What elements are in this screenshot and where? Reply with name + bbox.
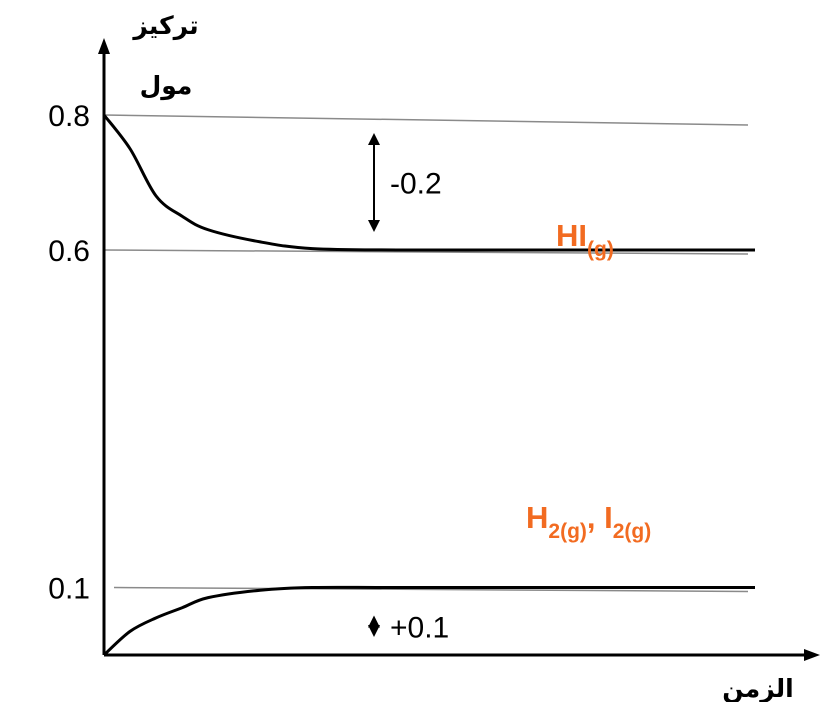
series-label-hi-sub: (g) <box>587 238 614 261</box>
series-label-i2-sub: 2(g) <box>613 520 652 543</box>
series-label-h2-i2: H2(g), I2(g) <box>526 500 651 543</box>
delta-label: +0.1 <box>390 611 449 644</box>
reference-line <box>113 586 749 593</box>
series-lines <box>102 114 755 657</box>
y-tick-label: 0.1 <box>48 573 90 606</box>
x-axis-arrow-icon <box>804 649 820 661</box>
arrow-up-icon <box>368 615 380 628</box>
y-tick-labels: 0.8 0.6 0.1 <box>48 100 90 606</box>
series-line-hi <box>102 114 755 252</box>
x-axis-label: الزمن <box>722 674 793 702</box>
arrow-up-icon <box>368 133 380 145</box>
series-label-hi-main: HI <box>556 218 587 253</box>
y-axis-arrow-icon <box>98 38 110 54</box>
series-label-i2-main: , I <box>587 500 613 535</box>
series-line-h2-i2 <box>102 585 755 657</box>
y-tick-label: 0.8 <box>48 100 90 133</box>
delta-annotations: -0.2 +0.1 <box>368 133 449 644</box>
y-axis-label-line2: مول <box>140 71 193 101</box>
reference-line <box>103 249 749 255</box>
delta-label: -0.2 <box>390 168 442 201</box>
y-tick-label: 0.6 <box>48 235 90 268</box>
y-axis-label-line1: تركيز <box>131 11 198 41</box>
series-label-h2-main: H <box>526 500 548 535</box>
arrow-down-icon <box>368 220 380 232</box>
reference-lines <box>103 114 749 593</box>
reference-line <box>103 114 749 126</box>
series-label-hi: HI(g) <box>556 218 614 261</box>
arrow-down-icon <box>368 625 380 637</box>
series-label-h2-sub: 2(g) <box>548 520 587 543</box>
